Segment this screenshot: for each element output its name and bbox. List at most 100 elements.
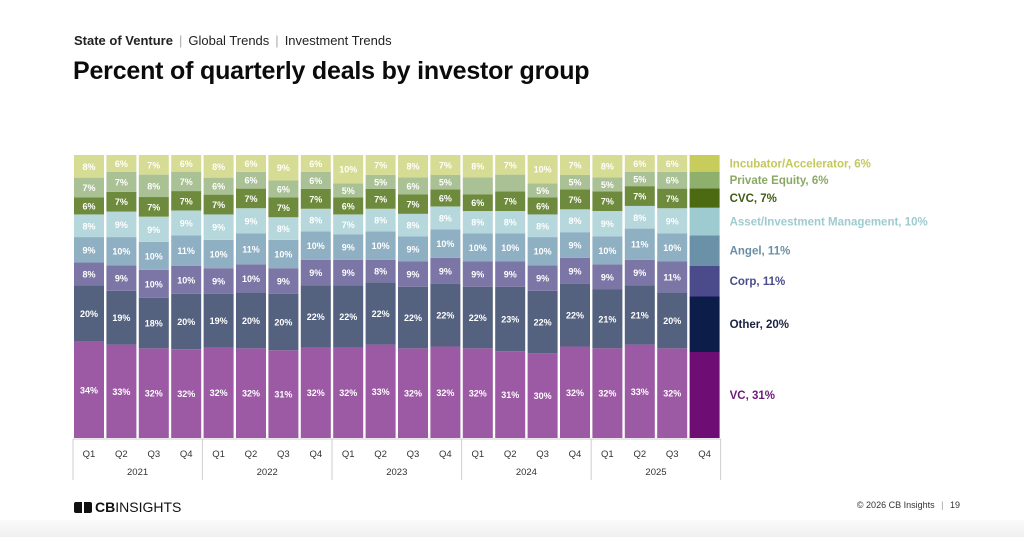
data-label: 10%	[534, 165, 552, 175]
bar-segment-incubator-accelerator	[560, 155, 590, 176]
data-label: 6%	[180, 159, 193, 169]
legend-label: Asset/Investment Management, 10%	[730, 217, 928, 229]
data-label: 6%	[536, 201, 549, 211]
bar-segment-cvc	[138, 197, 169, 217]
data-label: 9%	[342, 268, 355, 278]
data-label: 8%	[212, 162, 225, 172]
data-label: 5%	[374, 177, 387, 187]
data-label: 6%	[82, 201, 95, 211]
data-label: 9%	[536, 274, 549, 284]
data-label: 9%	[439, 266, 452, 276]
data-label: 7%	[374, 194, 387, 204]
bar-segment-cvc	[689, 188, 720, 208]
data-label: 10%	[534, 247, 552, 257]
data-label: 5%	[536, 186, 549, 196]
data-label: 7%	[180, 196, 193, 206]
data-label: 6%	[309, 176, 322, 186]
x-tick-label: Q1	[83, 449, 96, 460]
bar-segment-private-equity	[268, 180, 299, 198]
data-label: 32%	[210, 388, 228, 398]
bar-segment-incubator-accelerator	[657, 155, 688, 172]
data-label: 8%	[147, 181, 160, 191]
bar-segment-private-equity	[203, 177, 234, 195]
data-label: 22%	[469, 313, 487, 323]
data-label: 10%	[145, 279, 163, 289]
data-label: 7%	[115, 197, 128, 207]
bar-segment-private-equity	[138, 174, 169, 198]
bar-segment-incubator-accelerator	[430, 155, 461, 176]
bar-segment-other	[624, 285, 655, 345]
data-label: 5%	[439, 178, 452, 188]
bar-segment-asset-investment-management	[462, 211, 493, 234]
year-label: 2025	[645, 467, 666, 478]
bar-segment-cvc	[268, 197, 299, 218]
x-tick-label: Q2	[504, 449, 517, 460]
data-label: 30%	[534, 391, 552, 401]
bar-segment-incubator-accelerator	[106, 155, 137, 172]
x-tick-label: Q3	[536, 449, 549, 460]
data-label: 11%	[242, 244, 260, 254]
bar-segment-incubator-accelerator	[203, 155, 234, 178]
bar-segment-other	[268, 293, 299, 351]
bar-segment-asset-investment-management	[398, 213, 428, 237]
data-label: 10%	[274, 250, 292, 260]
bar-segment-cvc	[74, 197, 104, 215]
bar-segment-private-equity	[398, 177, 428, 195]
bar-segment-angel	[171, 235, 202, 266]
bar-segment-corp	[560, 257, 590, 284]
bar-segment-other	[333, 285, 364, 348]
breadcrumb-item: State of Venture	[74, 33, 173, 48]
data-label: 9%	[212, 223, 225, 233]
bar-segment-cvc	[236, 188, 266, 209]
data-label: 8%	[439, 213, 452, 223]
data-label: 9%	[471, 270, 484, 280]
bar-segment-cvc	[365, 188, 396, 209]
bar-segment-other	[171, 293, 202, 350]
data-label: 10%	[436, 239, 454, 249]
bar-segment-vc	[203, 347, 234, 438]
bar-segment-vc	[624, 344, 655, 438]
data-label: 33%	[372, 387, 390, 397]
bar-segment-other	[398, 286, 428, 349]
x-tick-label: Q4	[698, 449, 711, 460]
bar-segment-other	[527, 290, 558, 354]
data-label: 8%	[82, 269, 95, 279]
data-label: 9%	[601, 272, 614, 282]
bar-segment-corp	[365, 259, 396, 283]
data-label: 20%	[80, 309, 98, 319]
bar-segment-asset-investment-management	[268, 217, 299, 240]
bar-segment-incubator-accelerator	[462, 155, 493, 178]
breadcrumb-separator: |	[275, 33, 279, 48]
bar-segment-asset-investment-management	[495, 211, 526, 234]
bar-segment-vc	[689, 351, 720, 438]
data-label: 6%	[406, 181, 419, 191]
data-label: 6%	[277, 184, 290, 194]
bar-segment-vc	[333, 347, 364, 438]
data-label: 7%	[568, 161, 581, 171]
bar-segment-asset-investment-management	[171, 210, 202, 236]
bar-segment-angel	[527, 237, 558, 266]
data-label: 21%	[631, 310, 649, 320]
data-label: 7%	[115, 177, 128, 187]
bar-segment-asset-investment-management	[365, 208, 396, 232]
bar-segment-other	[365, 282, 396, 345]
bar-segment-vc	[430, 346, 461, 438]
legend-label: CVC, 7%	[730, 193, 777, 205]
data-label: 6%	[244, 176, 257, 186]
data-label: 7%	[666, 194, 679, 204]
data-label: 8%	[309, 216, 322, 226]
bar-segment-private-equity	[236, 171, 266, 189]
data-label: 7%	[504, 197, 517, 207]
x-tick-label: Q4	[180, 449, 193, 460]
bar-segment-other	[430, 283, 461, 347]
footer-copyright: © 2026 CB Insights | 19	[857, 500, 960, 510]
data-label: 22%	[307, 312, 325, 322]
bar-segment-asset-investment-management	[106, 211, 137, 238]
bar-segment-private-equity	[689, 171, 720, 189]
data-label: 10%	[469, 243, 487, 253]
x-tick-label: Q1	[342, 449, 355, 460]
bar-segment-vc	[592, 348, 623, 438]
bar-segment-corp	[333, 259, 364, 286]
data-label: 8%	[82, 221, 95, 231]
bar-segment-asset-investment-management	[138, 216, 169, 242]
